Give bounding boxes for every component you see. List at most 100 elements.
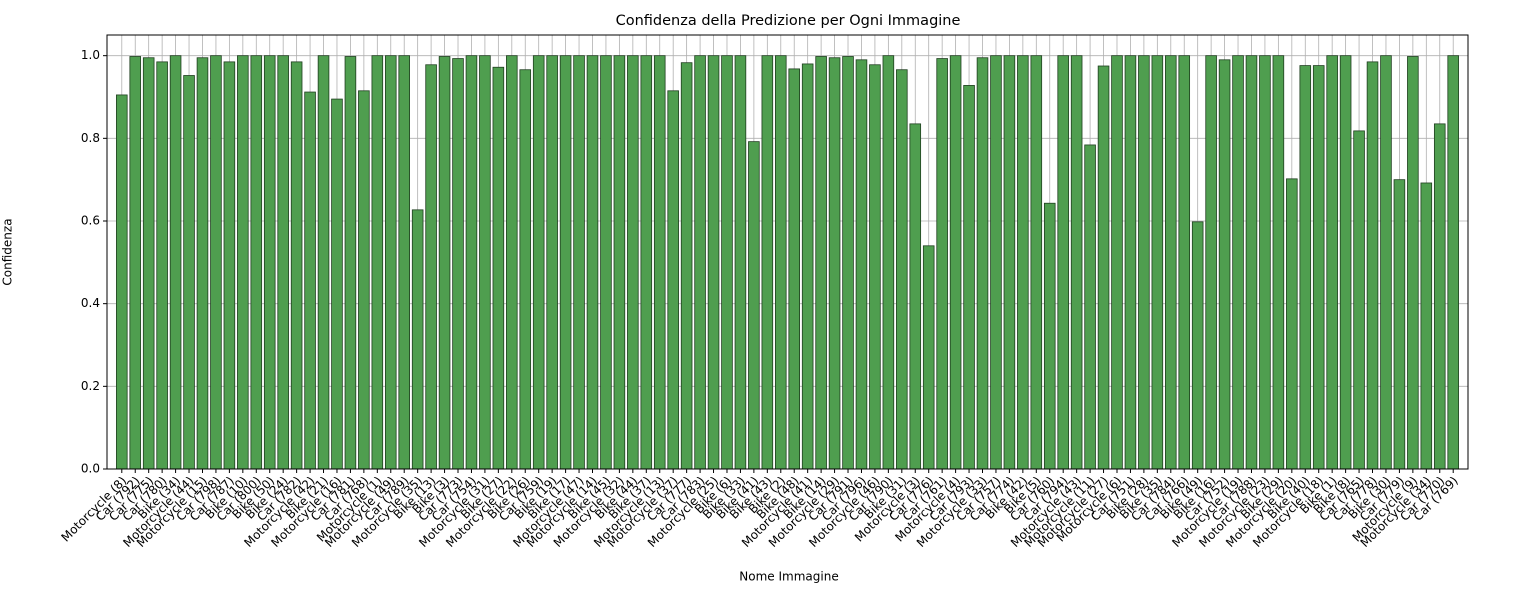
bar (1299, 65, 1312, 470)
bar (896, 69, 908, 470)
bar (721, 55, 733, 470)
bar (694, 55, 706, 470)
bar (1003, 55, 1016, 470)
bar (774, 55, 787, 470)
bar (1232, 55, 1244, 470)
bar (438, 56, 451, 470)
bar (183, 75, 195, 470)
bar (1084, 144, 1096, 470)
bar (613, 55, 626, 470)
bar (1259, 55, 1271, 470)
bar (653, 55, 666, 470)
bar (156, 61, 168, 470)
bar (909, 123, 922, 470)
y-tick-label: 0.6 (81, 214, 100, 228)
bar (1205, 55, 1217, 470)
y-tick-label: 0.4 (81, 296, 100, 310)
bar (1407, 56, 1419, 470)
bar (801, 63, 814, 470)
bar (1070, 55, 1083, 470)
bar (990, 55, 1002, 470)
bar (1326, 55, 1338, 470)
bar (936, 58, 948, 470)
bar (169, 55, 182, 470)
chart-title: Confidenza della Predizione per Ogni Imm… (616, 13, 961, 29)
bar (1339, 55, 1352, 470)
bar (331, 98, 343, 470)
bar (707, 55, 720, 470)
bar (479, 55, 491, 470)
bar (680, 62, 693, 470)
bar (452, 58, 464, 470)
bar (1017, 55, 1029, 470)
bar (196, 57, 209, 470)
bar (411, 209, 424, 470)
bar (1124, 55, 1137, 470)
bar (600, 55, 612, 470)
bar (142, 57, 155, 470)
bar (371, 55, 384, 470)
bar (640, 55, 653, 470)
bar (250, 55, 263, 470)
bar (1218, 59, 1231, 470)
bar (922, 245, 935, 470)
bar (519, 69, 532, 470)
bar (627, 55, 639, 470)
bar (949, 55, 962, 470)
bar (492, 66, 505, 470)
bar (290, 61, 303, 470)
bar (1191, 221, 1204, 470)
bar (963, 85, 975, 470)
bar (1097, 65, 1110, 470)
bar (1393, 179, 1406, 470)
bar (304, 91, 316, 470)
bar (1312, 65, 1325, 470)
bar (882, 55, 895, 470)
bar (559, 55, 572, 470)
bar (573, 55, 585, 470)
bar (277, 55, 289, 470)
y-tick-label: 0.2 (81, 379, 100, 393)
y-tick-label: 0.8 (81, 131, 100, 145)
bar (761, 55, 774, 470)
bar (1151, 55, 1164, 470)
bar (976, 57, 989, 470)
bar (465, 55, 478, 470)
bar (425, 64, 437, 470)
bar (1380, 55, 1392, 470)
bar (263, 55, 276, 470)
bar (748, 141, 760, 470)
bar (223, 61, 236, 470)
bar (734, 55, 747, 470)
bar (317, 55, 330, 470)
bar (1366, 61, 1379, 470)
bar (344, 56, 357, 470)
bar (667, 90, 679, 470)
bar (398, 55, 410, 470)
bar (532, 55, 545, 470)
x-axis-label: Nome Immagine (739, 570, 838, 584)
bar (384, 55, 397, 470)
bar (358, 90, 370, 470)
bar (1030, 55, 1043, 470)
bar (855, 59, 868, 470)
bar (237, 55, 249, 470)
plot-frame (106, 34, 1469, 470)
bar (788, 68, 801, 470)
bar (1111, 55, 1123, 470)
bar (1165, 55, 1177, 470)
bar (1420, 182, 1433, 470)
bar (869, 64, 881, 470)
bar (1057, 55, 1069, 470)
y-axis-label: Confidenza (1, 218, 15, 285)
bar (1138, 55, 1150, 470)
bar (546, 55, 558, 470)
bar (210, 55, 222, 470)
bar (1043, 202, 1056, 470)
bar (1447, 55, 1459, 470)
y-tick-label: 0.0 (81, 462, 100, 476)
bar (1286, 178, 1298, 470)
bar (116, 94, 128, 470)
bar (1433, 123, 1446, 470)
